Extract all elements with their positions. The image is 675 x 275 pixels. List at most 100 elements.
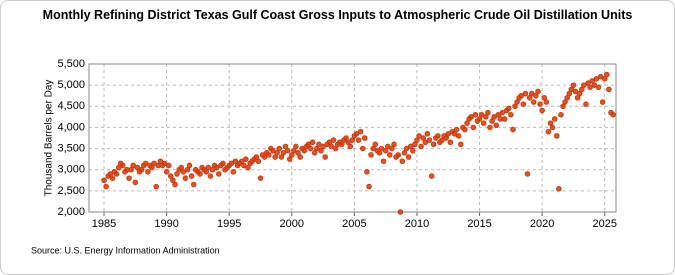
point — [447, 139, 454, 146]
point — [376, 150, 383, 156]
point — [255, 158, 262, 165]
point — [489, 118, 495, 124]
point — [349, 137, 356, 143]
y-tick-label: 4,000 — [57, 121, 85, 133]
point — [163, 169, 170, 175]
x-tick-label: 2025 — [592, 218, 616, 230]
point — [172, 181, 178, 188]
point — [145, 169, 151, 175]
chart-title: Monthly Refining District Texas Gulf Coa… — [42, 8, 633, 22]
y-tick-label: 4,500 — [57, 100, 85, 112]
point — [368, 152, 374, 158]
point — [428, 173, 435, 179]
point — [401, 150, 408, 156]
point — [257, 175, 264, 181]
point — [274, 150, 280, 156]
point — [138, 166, 145, 173]
point — [101, 177, 107, 184]
point — [455, 133, 462, 139]
point — [462, 126, 468, 133]
point — [470, 124, 477, 131]
point — [604, 71, 610, 78]
y-tick-label: 3,000 — [57, 164, 85, 176]
point — [526, 95, 533, 101]
point — [186, 162, 193, 169]
point — [543, 99, 550, 105]
point — [119, 162, 126, 169]
point — [545, 128, 552, 135]
point — [457, 141, 464, 148]
y-tick-label: 2,500 — [57, 185, 85, 197]
point — [424, 130, 431, 137]
point — [395, 152, 401, 158]
point — [501, 116, 508, 122]
point — [297, 154, 303, 160]
point — [499, 109, 506, 116]
x-tick-label: 2020 — [530, 218, 554, 230]
point — [286, 156, 293, 162]
x-tick-label: 1985 — [92, 218, 116, 230]
point — [514, 99, 520, 105]
point — [347, 143, 354, 150]
point — [512, 103, 518, 110]
point — [132, 179, 139, 186]
point — [295, 150, 301, 156]
point — [599, 99, 606, 105]
point — [243, 156, 249, 162]
point — [284, 147, 291, 154]
point — [418, 143, 424, 150]
point — [220, 160, 226, 167]
point — [555, 185, 562, 192]
point — [142, 160, 149, 167]
point — [180, 169, 187, 175]
point — [309, 139, 316, 146]
point — [593, 76, 600, 82]
point — [330, 137, 337, 143]
point — [510, 126, 516, 133]
x-tick-label: 2010 — [405, 218, 429, 230]
point — [130, 162, 136, 169]
point — [113, 171, 120, 177]
point — [564, 95, 570, 101]
point — [359, 145, 366, 152]
point — [568, 86, 575, 93]
plot-frame — [88, 63, 617, 213]
point — [468, 114, 474, 120]
point — [549, 124, 556, 131]
point — [276, 145, 283, 152]
point — [562, 99, 568, 105]
point — [426, 137, 433, 143]
point — [412, 141, 418, 148]
point — [493, 122, 500, 129]
point — [414, 137, 420, 143]
point — [280, 150, 287, 156]
point — [443, 135, 449, 141]
point — [380, 158, 387, 165]
point — [372, 141, 379, 148]
point — [387, 152, 393, 158]
point — [216, 171, 222, 177]
y-tick-label: 5,000 — [57, 79, 85, 91]
point — [420, 135, 427, 141]
point — [301, 147, 308, 154]
point — [581, 82, 587, 88]
point — [583, 101, 589, 107]
x-tick-label: 1990 — [154, 218, 178, 230]
point — [366, 183, 372, 190]
point — [343, 135, 349, 141]
x-tick-label: 2015 — [467, 218, 491, 230]
point — [307, 145, 314, 152]
point — [293, 143, 299, 150]
point — [558, 111, 564, 118]
point — [109, 175, 116, 181]
point — [505, 105, 512, 112]
point — [339, 141, 345, 148]
point — [170, 177, 176, 184]
point — [520, 101, 527, 107]
point — [207, 173, 214, 179]
point — [245, 164, 251, 171]
source-note: Source: U.S. Energy Information Administ… — [31, 245, 220, 255]
point — [322, 154, 329, 160]
